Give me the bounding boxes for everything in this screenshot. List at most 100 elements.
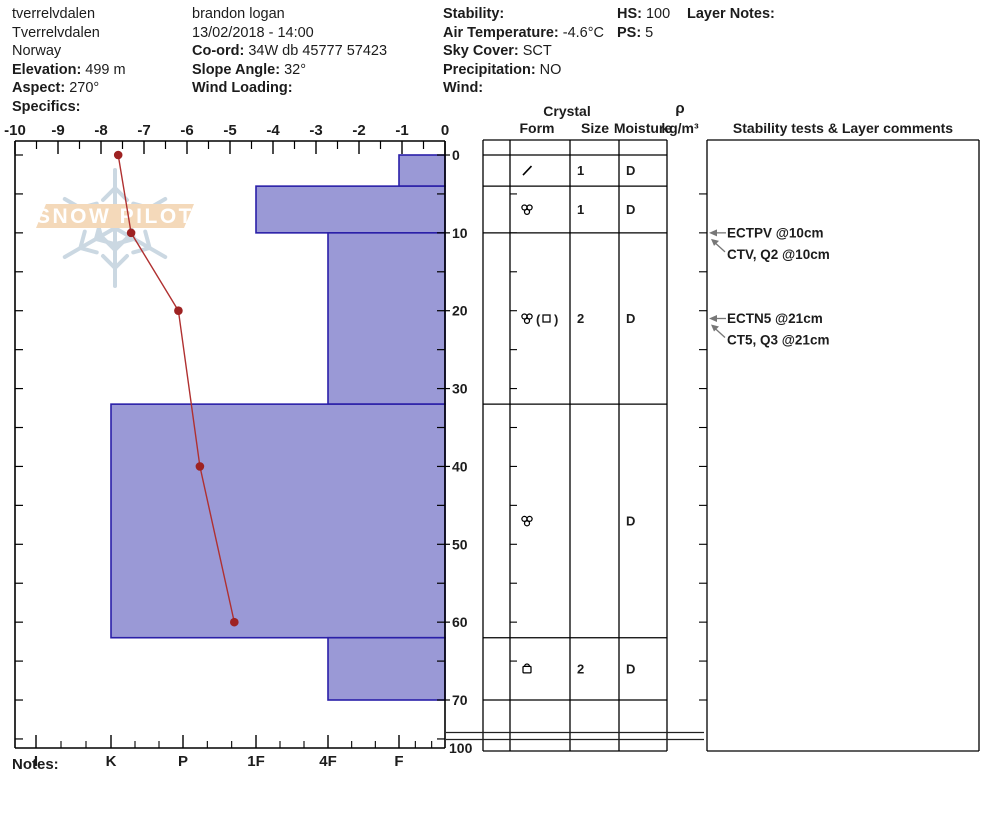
wind-row: Wind: <box>443 80 484 96</box>
air-temp-value: -4.6°C <box>562 24 605 41</box>
observer-name: brandon logan <box>192 6 285 22</box>
temperature-point <box>195 462 205 471</box>
hardness-tick-label: 1F <box>247 753 265 770</box>
moisture-value: D <box>626 513 635 528</box>
density-symbol-header: ρ <box>675 100 684 117</box>
crystal-form-icon-cluster <box>521 204 533 216</box>
stability-test-secondary: CT5, Q3 @21cm <box>727 333 829 348</box>
crystal-form-icon-cluster <box>521 515 533 527</box>
elevation-value: 499 m <box>85 61 126 78</box>
temperature-point <box>230 617 239 627</box>
stability-test-primary: ECTPV @10cm <box>727 225 823 240</box>
pit-datetime: 13/02/2018 - 14:00 <box>192 24 314 41</box>
temp-tick-label: -10 <box>4 122 26 139</box>
wind-loading-row: Wind Loading: <box>192 80 293 96</box>
hardness-bar-layer-1 <box>398 154 446 187</box>
temp-tick-label: -1 <box>395 122 408 139</box>
temp-tick-label: -9 <box>51 122 64 139</box>
depth-tick-label: 10 <box>452 225 468 241</box>
hardness-tick-label: I <box>34 753 38 770</box>
depth-tick-label: 40 <box>452 458 468 474</box>
elevation-row: Elevation: 499 m <box>12 61 126 78</box>
stability-test-secondary: CTV, Q2 @10cm <box>727 247 830 262</box>
watermark-text: SNOW PILOT <box>36 205 194 228</box>
hardness-bars <box>110 154 446 701</box>
depth-tick-label: 30 <box>452 381 468 397</box>
depth-tick-label: 20 <box>452 303 468 319</box>
hardness-bar-layer-2 <box>255 185 446 234</box>
temp-tick-label: -8 <box>94 122 107 139</box>
stability-row: Stability: <box>443 6 505 22</box>
coord-value: 34W db 45777 57423 <box>248 43 388 59</box>
temperature-point <box>113 150 123 160</box>
hs-row: HS: 100 <box>617 6 671 22</box>
grain-size-value: 2 <box>577 661 584 676</box>
notes-label: Notes: <box>12 756 59 773</box>
depth-tick-label: 70 <box>452 692 468 708</box>
grain-size-value: 1 <box>577 202 584 217</box>
temp-tick-label: 0 <box>441 122 449 139</box>
grain-size-value: 1 <box>577 163 584 178</box>
temperature-line <box>113 150 239 627</box>
header-snowpack: HS: 100 PS: 5 <box>617 5 670 42</box>
header-observer: brandon logan 13/02/2018 - 14:00 Co-ord:… <box>192 5 387 98</box>
temperature-point <box>174 306 183 316</box>
header-location: tverrelvdalen Tverrelvdalen Norway Eleva… <box>12 5 126 116</box>
ps-value: 5 <box>645 24 654 41</box>
header-layer-notes: Layer Notes: <box>687 5 779 24</box>
annotation-arrowhead <box>709 315 717 322</box>
hardness-bar-layer-5 <box>327 636 446 701</box>
moisture-value: D <box>626 202 635 217</box>
specifics-row: Specifics: <box>12 98 81 115</box>
ps-row: PS: 5 <box>617 24 654 41</box>
hardness-tick-label: K <box>106 753 117 770</box>
svg-text:(: ( <box>536 312 541 327</box>
sky-cover-row: Sky Cover: SCT <box>443 43 552 59</box>
temp-tick-label: -5 <box>223 122 236 139</box>
crystal-form-icon-crust <box>522 663 532 674</box>
axis-labels: -10 -9 -8 -7 -6 -5 -4 -3 -2 -1 0I K P 1F 4F F0102030405… <box>4 122 472 770</box>
annotation-arrowhead-2 <box>711 238 719 246</box>
moisture-value: D <box>626 311 635 326</box>
depth-break-label: 100 <box>449 740 473 756</box>
form-header: Form <box>520 120 555 136</box>
stability-test-primary: ECTN5 @21cm <box>727 311 823 326</box>
temp-tick-label: -4 <box>266 122 280 139</box>
layer-table-grid <box>482 139 980 752</box>
layer-table-header: Crystal Form Size Moisture ρ kg/m³ Stabi… <box>520 100 954 136</box>
coord-row: Co-ord: 34W db 45777 57423 <box>192 43 388 59</box>
axis-ticks <box>14 141 446 748</box>
depth-tick-label: 50 <box>452 536 468 552</box>
hs-value: 100 <box>645 6 671 22</box>
svg-text:): ) <box>554 312 558 327</box>
aspect-row: Aspect: 270° <box>12 80 100 96</box>
precipitation-row: Precipitation: NO <box>443 61 562 78</box>
hardness-tick-label: F <box>394 753 403 770</box>
moisture-header: Moisture <box>614 120 673 136</box>
moisture-value: D <box>626 163 635 178</box>
site-name: tverrelvdalen <box>12 6 96 22</box>
depth-tick-label: 0 <box>452 147 460 163</box>
annotation-arrowhead <box>709 229 717 237</box>
crystal-form-icon-slash <box>522 165 533 176</box>
slope-angle-value: 32° <box>284 61 307 78</box>
temp-tick-label: -6 <box>180 122 193 139</box>
air-temp-row: Air Temperature: -4.6°C <box>443 24 605 41</box>
layer-table-rows: 1 D 1 D () 2 D D 2 D <box>446 154 707 741</box>
slope-angle-row: Slope Angle: 32° <box>192 61 307 78</box>
crystal-header: Crystal <box>543 103 590 119</box>
site-country: Norway <box>12 43 62 59</box>
depth-tick-label: 60 <box>452 614 468 630</box>
sky-cover-value: SCT <box>522 43 552 59</box>
hardness-tick-label: 4F <box>319 753 337 770</box>
hardness-bar-layer-4 <box>110 403 446 639</box>
precipitation-value: NO <box>539 61 562 78</box>
aspect-value: 270° <box>69 80 100 96</box>
density-unit-header: kg/m³ <box>661 120 699 136</box>
snowpilot-watermark: SNOW PILOT <box>36 168 194 288</box>
hardness-tick-label: P <box>178 753 188 770</box>
hardness-bar-layer-3 <box>327 232 446 405</box>
temp-tick-label: -7 <box>137 122 150 139</box>
